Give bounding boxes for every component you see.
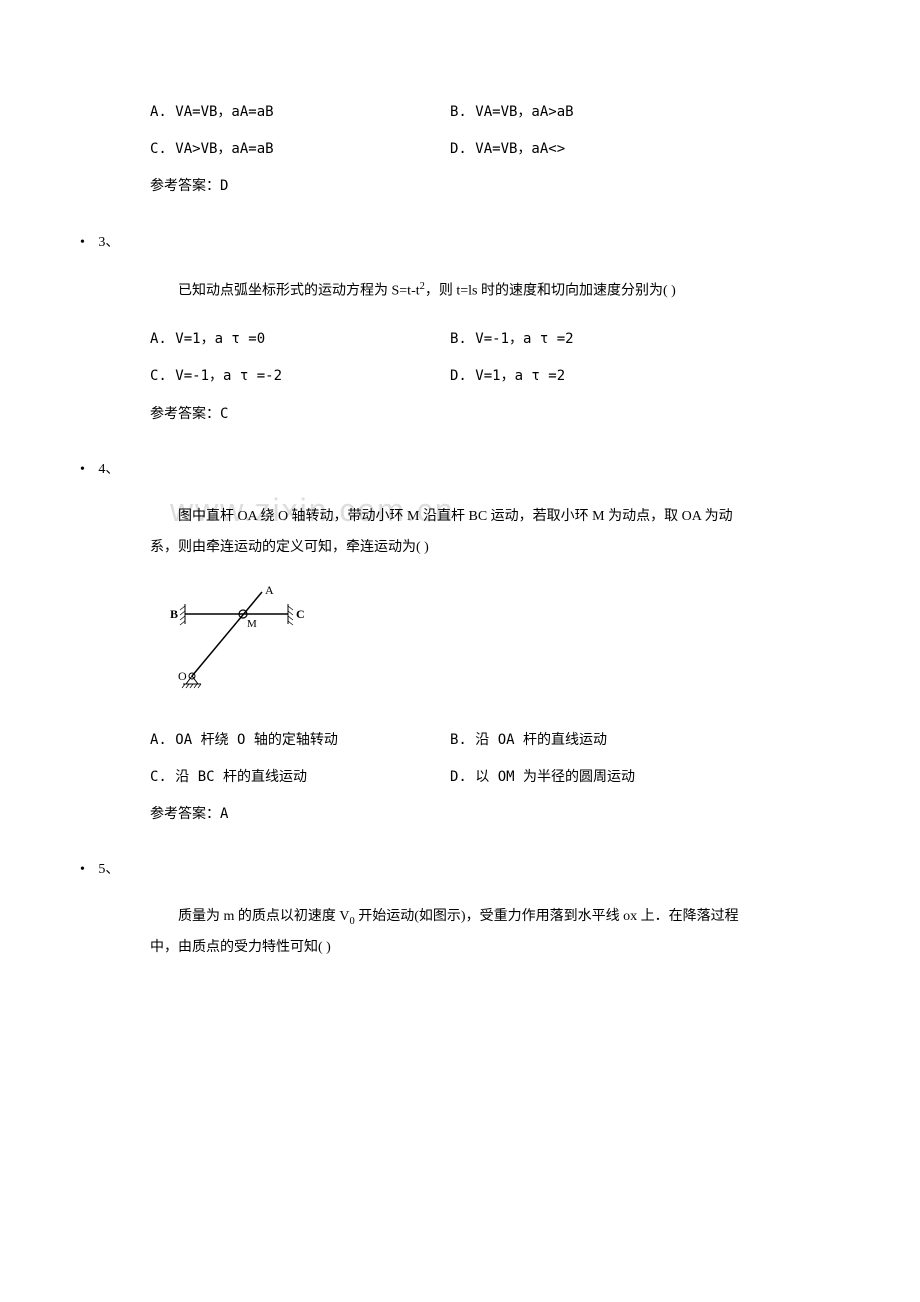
q4-figure: A B C M O [170,584,740,703]
q3-option-c: C. V=-1，a τ =-2 [150,364,450,389]
q4-option-a: A. OA 杆绕 O 轴的定轴转动 [150,728,450,753]
q4-option-d: D. 以 OM 为半径的圆周运动 [450,765,740,790]
q2-option-row-1: A. VA=VB，aA=aB B. VA=VB，aA>aB [150,100,740,125]
q2-option-row-2: C. VA>VB，aA=aB D. VA=VB，aA<> [150,137,740,162]
label-b: B [170,607,178,621]
label-c: C [296,607,305,621]
q3-number: 3、 [80,230,740,255]
q2-option-d: D. VA=VB，aA<> [450,137,740,162]
label-o: O [178,669,187,683]
q2-option-b: B. VA=VB，aA>aB [450,100,740,125]
mechanism-diagram: A B C M O [170,584,310,694]
q5-text: 质量为 m 的质点以初速度 V0 开始运动(如图示)，受重力作用落到水平线 ox… [150,902,740,964]
q4-answer: 参考答案：A [150,802,740,827]
q3-option-b: B. V=-1，a τ =2 [450,327,740,352]
label-m: M [247,618,257,630]
label-a: A [265,584,274,597]
wall-b-icon [180,604,185,625]
q4-number: 4、 [80,457,740,482]
q4-option-row-2: C. 沿 BC 杆的直线运动 D. 以 OM 为半径的圆周运动 [150,765,740,790]
q2-answer: 参考答案：D [150,174,740,199]
q3-option-row-1: A. V=1，a τ =0 B. V=-1，a τ =2 [150,327,740,352]
q4-option-b: B. 沿 OA 杆的直线运动 [450,728,740,753]
q5-number: 5、 [80,857,740,882]
q4-option-c: C. 沿 BC 杆的直线运动 [150,765,450,790]
q4-text: 图中直杆 OA 绕 O 轴转动，带动小环 M 沿直杆 BC 运动，若取小环 M … [150,502,740,564]
q3-option-d: D. V=1，a τ =2 [450,364,740,389]
rod-oa [192,592,262,676]
q2-option-c: C. VA>VB，aA=aB [150,137,450,162]
q4-option-row-1: A. OA 杆绕 O 轴的定轴转动 B. 沿 OA 杆的直线运动 [150,728,740,753]
q3-option-row-2: C. V=-1，a τ =-2 D. V=1，a τ =2 [150,364,740,389]
q3-text: 已知动点弧坐标形式的运动方程为 S=t-t2，则 t=ls 时的速度和切向加速度… [150,275,740,307]
q2-option-a: A. VA=VB，aA=aB [150,100,450,125]
q3-answer: 参考答案：C [150,402,740,427]
wall-c-icon [288,604,293,625]
q3-option-a: A. V=1，a τ =0 [150,327,450,352]
